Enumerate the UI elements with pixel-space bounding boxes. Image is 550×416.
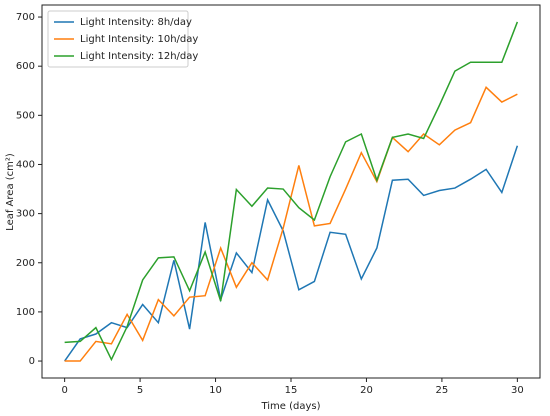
x-tick-label: 15 bbox=[285, 385, 298, 396]
y-tick-label: 100 bbox=[16, 307, 35, 318]
series-line bbox=[64, 145, 519, 362]
x-tick-label: 10 bbox=[209, 385, 222, 396]
legend-label: Light Intensity: 10h/day bbox=[80, 34, 198, 45]
x-tick-label: 20 bbox=[360, 385, 373, 396]
x-tick-label: 25 bbox=[436, 385, 449, 396]
y-tick-label: 0 bbox=[29, 356, 35, 367]
y-axis-label: Leaf Area (cm²) bbox=[5, 153, 16, 231]
y-tick-label: 400 bbox=[16, 159, 35, 170]
legend: Light Intensity: 8h/day Light Intensity: … bbox=[47, 10, 198, 68]
series-line bbox=[64, 86, 518, 362]
x-tick-label: 0 bbox=[61, 385, 67, 396]
legend-label: Light Intensity: 12h/day bbox=[80, 51, 198, 62]
y-tick-label: 600 bbox=[16, 61, 35, 72]
y-tick-label: 700 bbox=[16, 12, 35, 23]
x-tick-label: 30 bbox=[511, 385, 524, 396]
y-tick-label: 200 bbox=[16, 258, 35, 269]
x-axis-label: Time (days) bbox=[260, 401, 320, 412]
y-tick-label: 300 bbox=[16, 209, 35, 220]
y-tick-label: 500 bbox=[16, 110, 35, 121]
legend-label: Light Intensity: 8h/day bbox=[80, 17, 192, 28]
series-line bbox=[64, 21, 519, 362]
x-tick-label: 5 bbox=[137, 385, 143, 396]
legend-box bbox=[47, 10, 189, 68]
